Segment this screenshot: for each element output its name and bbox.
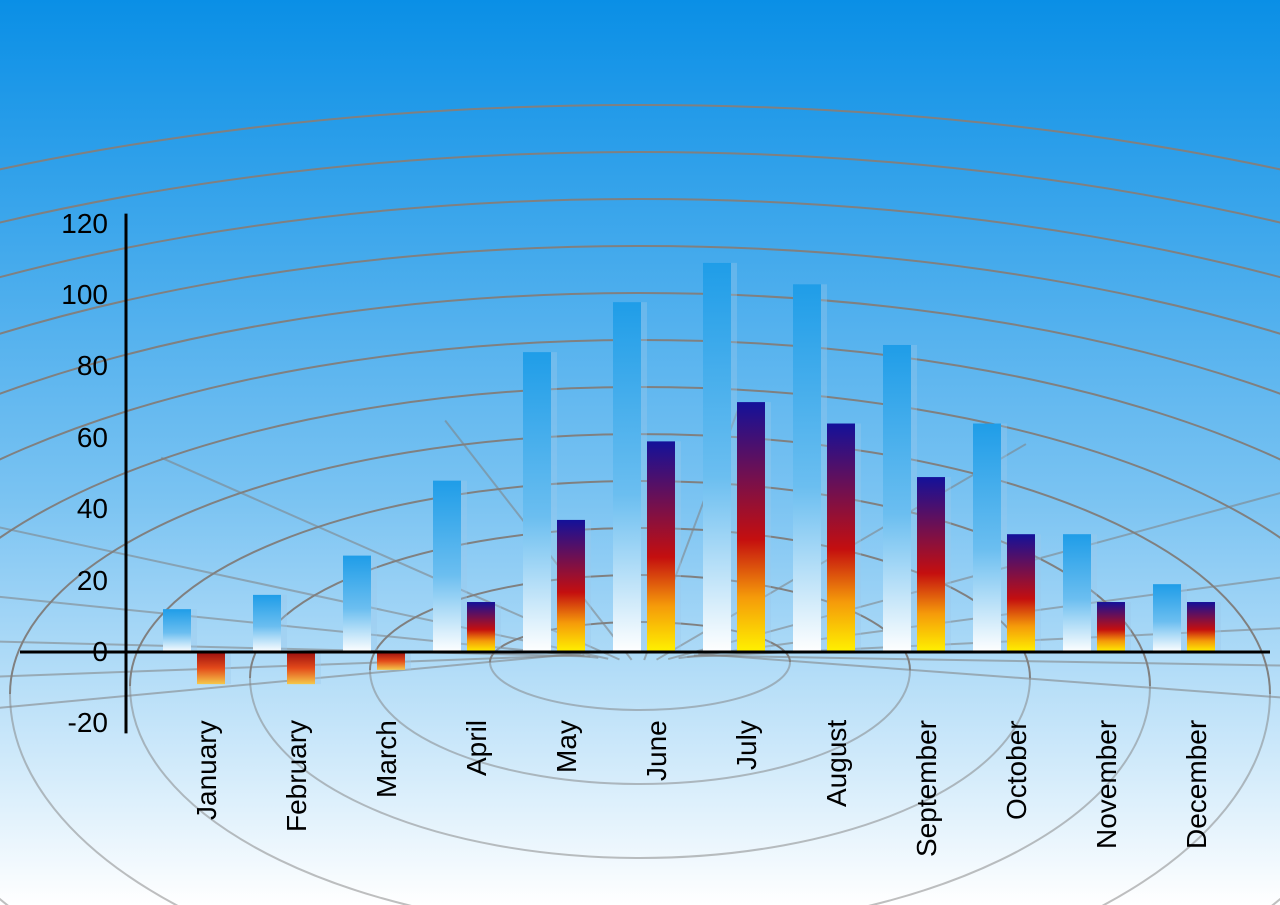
y-tick-label: -20 — [0, 707, 108, 739]
x-category-label: February — [281, 720, 313, 832]
y-tick-label: 80 — [0, 350, 108, 382]
bar-series-a — [703, 263, 731, 652]
y-tick-label: 20 — [0, 565, 108, 597]
chart-stage: -20 0 20 40 60 80 100 120 January February March A… — [0, 0, 1280, 905]
x-category-label: October — [1001, 720, 1033, 820]
y-tick-label: 40 — [0, 493, 108, 525]
y-tick-label: 0 — [0, 636, 108, 668]
bar-series-a — [433, 481, 461, 652]
x-category-label: November — [1091, 720, 1123, 849]
bar-series-a — [1153, 584, 1181, 652]
bar-series-b — [1007, 534, 1035, 652]
bar-series-a — [883, 345, 911, 652]
x-category-label: June — [641, 720, 673, 781]
bar-series-b — [197, 652, 225, 684]
bar-series-b — [467, 602, 495, 652]
bar-series-a — [523, 352, 551, 652]
bar-series-a — [973, 424, 1001, 652]
bar-series-b — [737, 402, 765, 652]
bar-series-b — [557, 520, 585, 652]
x-category-label: May — [551, 720, 583, 773]
bar-series-a — [253, 595, 281, 652]
bar-series-b — [1097, 602, 1125, 652]
bar-series-a — [1063, 534, 1091, 652]
y-tick-label: 60 — [0, 422, 108, 454]
y-tick-label: 100 — [0, 279, 108, 311]
bar-series-b — [917, 477, 945, 652]
bar-series-a — [613, 302, 641, 652]
bar-series-b — [827, 424, 855, 652]
y-tick-label: 120 — [0, 208, 108, 240]
x-category-label: January — [191, 720, 223, 820]
x-category-label: September — [911, 720, 943, 857]
bar-series-b — [1187, 602, 1215, 652]
x-category-label: August — [821, 720, 853, 807]
x-category-label: April — [461, 720, 493, 776]
bar-series-a — [793, 284, 821, 652]
x-category-label: March — [371, 720, 403, 798]
x-category-label: July — [731, 720, 763, 770]
bar-series-b — [377, 652, 405, 670]
bar-series-b — [287, 652, 315, 684]
x-category-label: December — [1181, 720, 1213, 849]
bar-series-a — [163, 609, 191, 652]
bar-series-b — [647, 441, 675, 652]
bar-series-a — [343, 556, 371, 652]
